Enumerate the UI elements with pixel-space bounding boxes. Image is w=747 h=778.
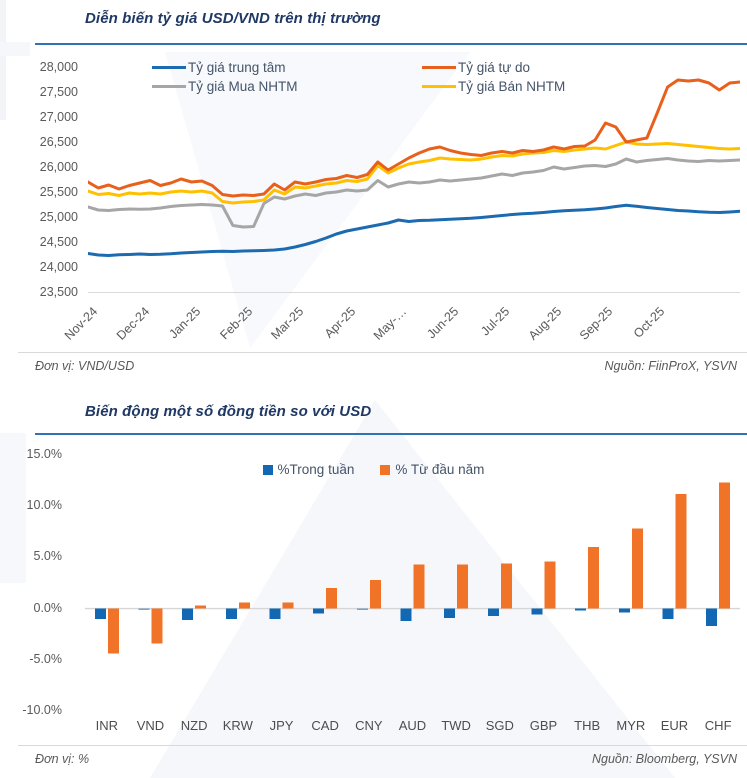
usd-vnd-line-chart-section: Diễn biến tỷ giá USD/VND trên thị trường… [18,10,747,373]
bar-% Từ đầu năm-CNY [369,579,381,609]
bar-%Trong tuần-CHF [706,608,718,626]
chart1-legend: Tỷ giá trung tâm Tỷ giá tự do Tỷ giá Mua… [152,58,657,96]
legend-item-week: %Trong tuần [262,462,355,477]
category-label: CAD [311,718,339,733]
legend-item-ban-nhtm: Tỷ giá Bán NHTM [422,77,657,96]
category-label: CHF [704,718,732,733]
bar-% Từ đầu năm-INR [107,608,119,654]
y-tick-label: 27,500 [39,85,78,99]
bar-% Từ đầu năm-CAD [326,588,338,609]
category-label: SGD [485,718,514,733]
bar-% Từ đầu năm-GBP [544,561,556,609]
y-tick-label: 24,500 [39,235,78,249]
bar-%Trong tuần-KRW [225,608,237,619]
bar-%Trong tuần-INR [94,608,106,619]
line-swatch-yellow [422,84,456,89]
category-label: EUR [660,718,689,733]
category-label: VND [136,718,165,733]
y-tick-label: 28,000 [39,60,78,74]
legend-item-trung-tam: Tỷ giá trung tâm [152,58,387,77]
bar-%Trong tuần-MYR [618,608,630,613]
line-swatch-gray [152,84,186,89]
bar-% Từ đầu năm-VND [151,608,163,644]
chart1-title-rule [35,43,747,45]
bar-%Trong tuần-TWD [444,608,456,618]
chart2-legend: %Trong tuần % Từ đầu năm [0,462,747,477]
category-label: INR [95,718,119,733]
bar-% Từ đầu năm-KRW [238,602,250,609]
y-tick-label: 25,000 [39,210,78,224]
bar-%Trong tuần-CNY [356,608,368,610]
bar-%Trong tuần-SGD [487,608,499,616]
square-swatch-orange [380,464,391,475]
bar-% Từ đầu năm-JPY [282,602,294,609]
y-tick-label: -5.0% [29,651,62,666]
category-label: THB [574,718,601,733]
bar-%Trong tuần-NZD [182,608,194,620]
bar-% Từ đầu năm-CHF [719,482,731,609]
bar-% Từ đầu năm-AUD [413,564,425,609]
chart2-unit-label: Đơn vị: % [35,752,90,766]
y-tick-label: 10.0% [26,498,62,513]
legend-label: Tỷ giá trung tâm [188,60,286,75]
y-tick-label: 0.0% [33,600,63,615]
y-tick-label: 26,000 [39,160,78,174]
legend-item-mua-nhtm: Tỷ giá Mua NHTM [152,77,387,96]
chart2-title-rule [35,433,747,435]
bar-% Từ đầu năm-THB [588,547,600,609]
category-label: AUD [398,718,427,733]
y-tick-label: 26,500 [39,135,78,149]
chart1-footer-divider [18,352,747,353]
bar-% Từ đầu năm-TWD [457,564,469,609]
chart2-footer-divider [18,745,747,746]
category-label: KRW [222,718,253,733]
y-tick-label: 25,500 [39,185,78,199]
chart2-title: Biến động một số đồng tiền so với USD [85,403,372,420]
line-swatch-blue [152,65,186,70]
square-swatch-blue [262,464,273,475]
category-label: MYR [616,718,646,733]
bar-%Trong tuần-VND [138,608,150,610]
bar-%Trong tuần-JPY [269,608,281,619]
legend-label: Tỷ giá tự do [458,60,531,75]
bar-% Từ đầu năm-SGD [500,563,512,609]
line-swatch-orange [422,65,456,70]
legend-item-ytd: % Từ đầu năm [380,462,484,477]
y-tick-label: -10.0% [22,703,62,717]
y-tick-label: 23,500 [39,285,78,299]
category-label: GBP [529,718,558,733]
line-series-1 [88,78,740,198]
legend-label: % Từ đầu năm [395,462,485,477]
y-tick-label: 24,000 [39,260,78,274]
bar-%Trong tuần-GBP [531,608,543,615]
bar-%Trong tuần-EUR [662,608,674,619]
category-label: JPY [269,718,294,733]
line-plot-area [88,78,740,293]
category-label: CNY [355,718,383,733]
y-tick-label: 27,000 [39,110,78,124]
bar-%Trong tuần-CAD [313,608,325,614]
chart1-unit-label: Đơn vị: VND/USD [35,359,135,373]
bar-% Từ đầu năm-EUR [675,493,687,609]
bar-%Trong tuần-THB [575,608,587,611]
legend-item-tu-do: Tỷ giá tự do [422,58,657,77]
bar-% Từ đầu năm-NZD [195,605,207,609]
y-tick-label: 15.0% [26,447,62,461]
chart2-source-label: Nguồn: Bloomberg, YSVN [592,752,737,766]
bar-%Trong tuần-AUD [400,608,412,621]
bar-% Từ đầu năm-MYR [631,528,643,609]
chart1-source-label: Nguồn: FiinProX, YSVN [604,359,737,373]
bar-plot-area [85,482,740,654]
category-label: TWD [441,718,471,733]
currency-change-bar-chart-section: Biến động một số đồng tiền so với USD %T… [0,390,747,778]
line-series-0 [88,203,740,257]
legend-label: %Trong tuần [277,462,355,477]
y-tick-label: 5.0% [33,549,63,564]
chart1-title: Diễn biến tỷ giá USD/VND trên thị trường [85,10,381,27]
line-series-3 [88,140,740,205]
legend-label: Tỷ giá Bán NHTM [458,79,566,94]
category-label: NZD [180,718,208,733]
legend-label: Tỷ giá Mua NHTM [188,79,298,94]
